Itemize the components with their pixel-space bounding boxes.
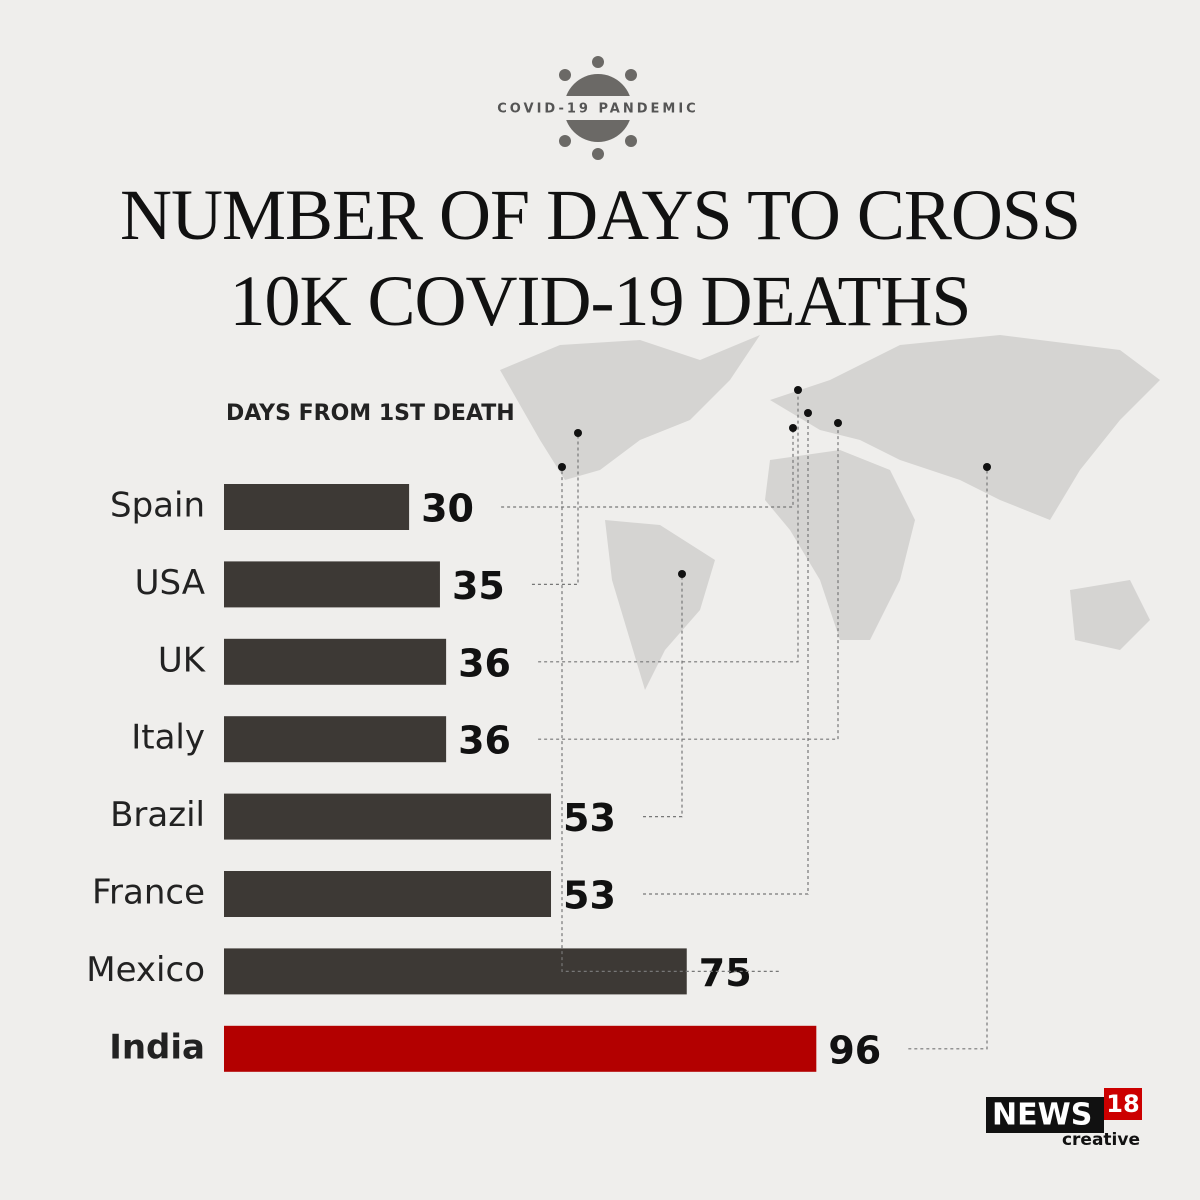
location-dot xyxy=(678,570,686,578)
bar xyxy=(224,948,687,995)
category-label: India xyxy=(109,1027,205,1067)
location-dot xyxy=(789,424,797,432)
location-dot xyxy=(804,409,812,417)
category-label: France xyxy=(92,873,205,913)
chart-title: NUMBER OF DAYS TO CROSS 10K COVID-19 DEA… xyxy=(119,175,1081,341)
logo: NEWS 18 creative xyxy=(986,1088,1142,1150)
bar xyxy=(224,561,440,608)
brand-number: 18 xyxy=(1106,1090,1139,1118)
category-label: Brazil xyxy=(110,795,205,835)
leader-line xyxy=(538,390,799,663)
world-map xyxy=(500,335,1160,690)
value-label: 53 xyxy=(563,796,616,840)
value-label: 53 xyxy=(563,874,616,918)
location-dot xyxy=(834,419,842,427)
brand-tagline: creative xyxy=(1062,1130,1140,1150)
brand-name: NEWS xyxy=(992,1098,1092,1133)
category-label: Italy xyxy=(131,718,205,758)
category-label: USA xyxy=(135,563,205,603)
value-label: 35 xyxy=(452,564,505,608)
bar xyxy=(224,484,410,530)
bar xyxy=(224,793,552,840)
category-label: Spain xyxy=(110,486,205,526)
value-label: 30 xyxy=(421,487,474,531)
location-dot xyxy=(558,463,566,471)
leader-line xyxy=(643,413,809,895)
leader-line xyxy=(908,467,988,1050)
leader-line xyxy=(501,428,794,508)
bar xyxy=(224,716,447,763)
bar xyxy=(224,1025,817,1072)
value-label: 96 xyxy=(828,1028,881,1072)
bar xyxy=(224,871,552,917)
value-label: 36 xyxy=(458,719,511,763)
leader-line xyxy=(538,423,839,740)
leader-line xyxy=(643,574,683,818)
location-dot xyxy=(983,463,991,471)
value-label: 75 xyxy=(699,951,752,995)
category-label: Mexico xyxy=(86,950,205,990)
value-label: 36 xyxy=(458,641,511,685)
location-dot xyxy=(794,386,802,394)
bar xyxy=(224,638,447,685)
subtitle: DAYS FROM 1ST DEATH xyxy=(226,401,515,426)
leader-line xyxy=(531,433,579,585)
leader-line xyxy=(561,467,779,972)
kicker: COVID-19 PANDEMIC xyxy=(497,102,698,117)
kicker-band xyxy=(470,96,726,120)
location-dot xyxy=(574,429,582,437)
category-label: UK xyxy=(158,640,207,680)
